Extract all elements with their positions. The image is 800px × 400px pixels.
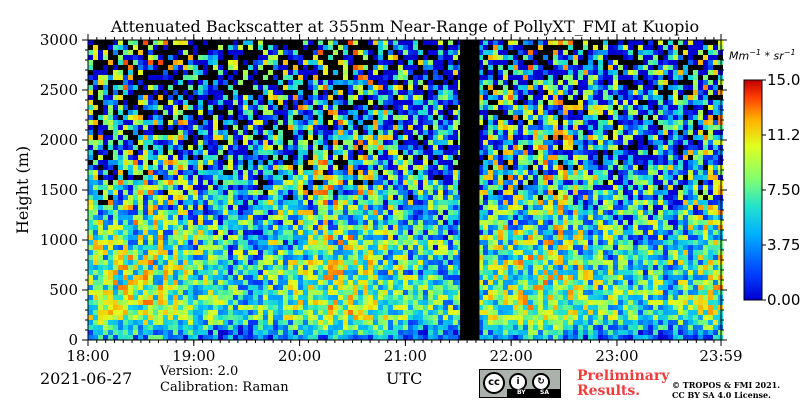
- cc-icon: cc: [483, 372, 505, 394]
- cc-license-logo: cc i ↻ BY SA: [479, 369, 561, 398]
- y-tick-label: 2500: [40, 81, 78, 99]
- colorbar: [743, 79, 763, 301]
- y-tick-label: 1500: [40, 181, 78, 199]
- y-tick-label: 500: [49, 281, 78, 299]
- colorbar-axis: 0.00 3.75 7.50 11.2 15.0: [762, 71, 800, 309]
- date-label: 2021-06-27: [40, 369, 133, 388]
- x-tick-label: 23:59: [699, 347, 742, 365]
- x-axis-label: UTC: [386, 369, 423, 388]
- y-axis-label: Height (m): [13, 146, 32, 234]
- x-tick-label: 22:00: [490, 347, 533, 365]
- colorbar-tick-label: 15.0: [767, 71, 800, 89]
- preliminary-notice: Preliminary Results.: [577, 368, 670, 399]
- colorbar-tick-label: 11.2: [767, 126, 800, 144]
- calibration-label: Calibration: Raman: [160, 380, 289, 395]
- y-tick-label: 1000: [40, 231, 78, 249]
- x-tick-label: 23:00: [595, 347, 638, 365]
- colorbar-tick-label: 0.00: [767, 291, 800, 309]
- y-axis: 0 500 1000 1500 2000 2500 3000: [40, 31, 727, 349]
- x-axis: 18:00 19:00 20:00 21:00 22:00 23:00 23:59: [66, 34, 743, 365]
- y-tick-label: 3000: [40, 31, 78, 49]
- copyright-notice: © TROPOS & FMI 2021. CC BY SA 4.0 Licens…: [672, 380, 781, 400]
- colorbar-tick-label: 3.75: [767, 236, 800, 254]
- y-tick-label: 2000: [40, 131, 78, 149]
- x-tick-label: 21:00: [384, 347, 427, 365]
- version-label: Version: 2.0: [160, 364, 239, 379]
- x-tick-label: 19:00: [172, 347, 215, 365]
- y-tick-label: 0: [68, 331, 78, 349]
- x-tick-label: 18:00: [66, 347, 109, 365]
- chart-title: Attenuated Backscatter at 355nm Near-Ran…: [110, 17, 700, 36]
- x-tick-label: 20:00: [278, 347, 321, 365]
- license-strip: BY SA: [507, 389, 560, 397]
- colorbar-tick-label: 7.50: [767, 181, 800, 199]
- heatmap-cells: [88, 40, 723, 340]
- data-gap-band: [460, 40, 480, 340]
- colorbar-unit: Mm−1 * sr−1: [729, 48, 796, 63]
